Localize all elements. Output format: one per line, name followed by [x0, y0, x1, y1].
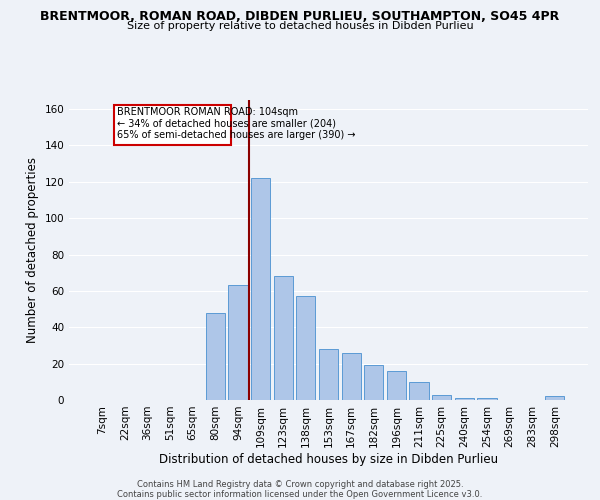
- Text: Contains HM Land Registry data © Crown copyright and database right 2025.: Contains HM Land Registry data © Crown c…: [137, 480, 463, 489]
- FancyBboxPatch shape: [113, 106, 231, 146]
- Y-axis label: Number of detached properties: Number of detached properties: [26, 157, 39, 343]
- Bar: [409, 382, 428, 400]
- Bar: [341, 352, 361, 400]
- Bar: [432, 394, 451, 400]
- Text: BRENTMOOR, ROMAN ROAD, DIBDEN PURLIEU, SOUTHAMPTON, SO45 4PR: BRENTMOOR, ROMAN ROAD, DIBDEN PURLIEU, S…: [40, 10, 560, 23]
- Text: Contains public sector information licensed under the Open Government Licence v3: Contains public sector information licen…: [118, 490, 482, 499]
- Bar: [387, 371, 406, 400]
- Bar: [319, 349, 338, 400]
- Bar: [251, 178, 270, 400]
- Bar: [455, 398, 474, 400]
- Text: BRENTMOOR ROMAN ROAD: 104sqm
← 34% of detached houses are smaller (204)
65% of s: BRENTMOOR ROMAN ROAD: 104sqm ← 34% of de…: [117, 108, 355, 140]
- Text: Size of property relative to detached houses in Dibden Purlieu: Size of property relative to detached ho…: [127, 21, 473, 31]
- Bar: [296, 296, 316, 400]
- Bar: [229, 286, 248, 400]
- Bar: [274, 276, 293, 400]
- Bar: [364, 366, 383, 400]
- X-axis label: Distribution of detached houses by size in Dibden Purlieu: Distribution of detached houses by size …: [159, 452, 498, 466]
- Bar: [206, 312, 225, 400]
- Bar: [477, 398, 497, 400]
- Bar: [545, 396, 565, 400]
